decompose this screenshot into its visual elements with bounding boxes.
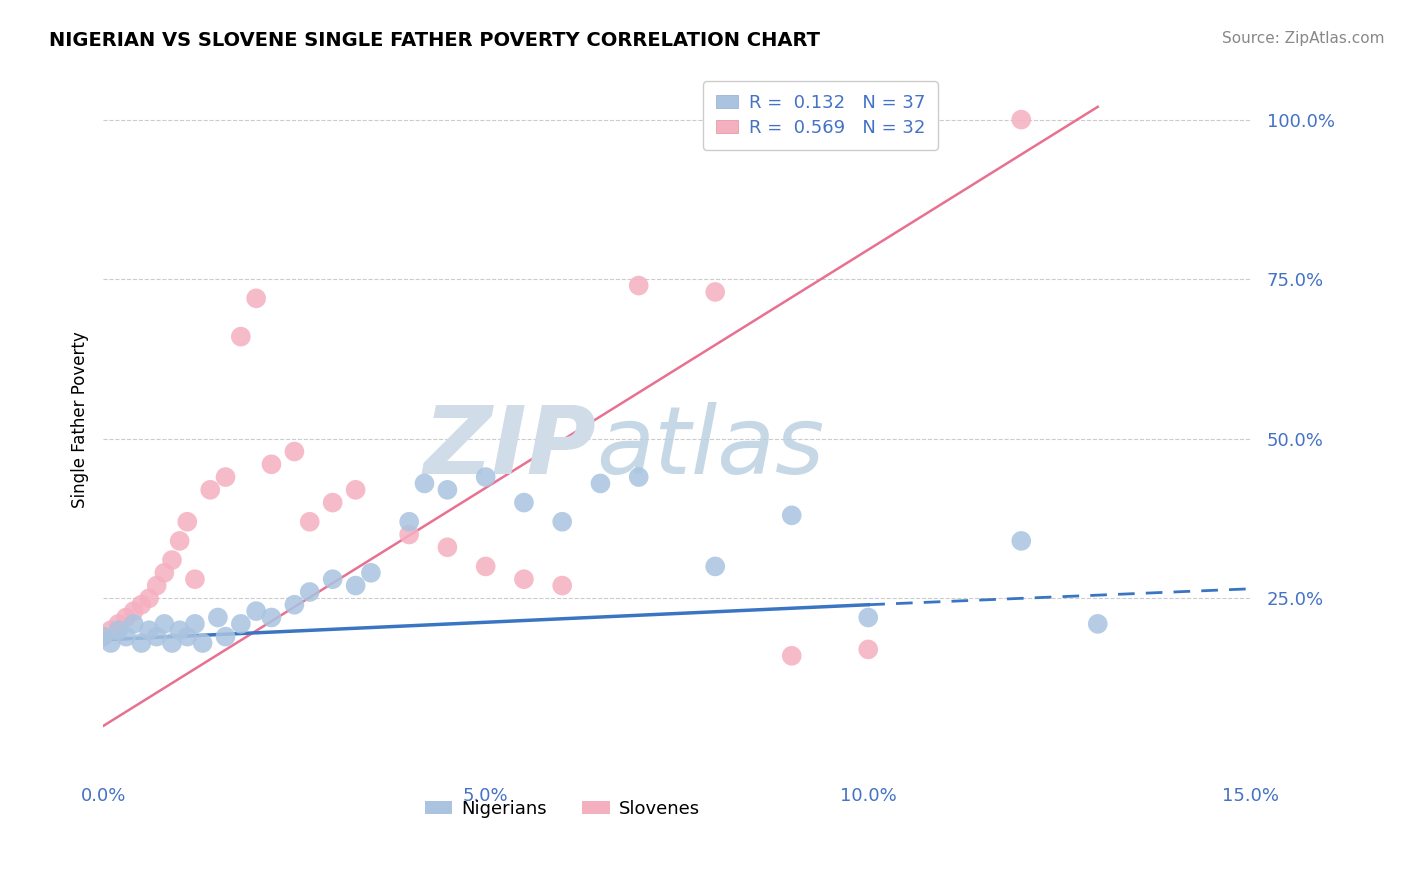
Point bbox=[704, 285, 727, 299]
Point bbox=[207, 610, 229, 624]
Point bbox=[91, 630, 114, 644]
Point bbox=[184, 616, 207, 631]
Point bbox=[398, 515, 420, 529]
Point bbox=[780, 648, 803, 663]
Point bbox=[322, 572, 344, 586]
Point bbox=[138, 624, 160, 638]
Point bbox=[780, 508, 803, 523]
Text: ZIP: ZIP bbox=[423, 401, 596, 493]
Point bbox=[200, 483, 222, 497]
Point bbox=[398, 527, 420, 541]
Point bbox=[704, 559, 727, 574]
Point bbox=[298, 515, 321, 529]
Point bbox=[100, 624, 122, 638]
Point bbox=[298, 585, 321, 599]
Point bbox=[153, 566, 176, 580]
Point bbox=[436, 541, 458, 555]
Point bbox=[1087, 616, 1109, 631]
Point bbox=[344, 578, 367, 592]
Text: Source: ZipAtlas.com: Source: ZipAtlas.com bbox=[1222, 31, 1385, 46]
Point bbox=[245, 604, 267, 618]
Point bbox=[107, 624, 129, 638]
Point bbox=[115, 610, 138, 624]
Point bbox=[474, 470, 496, 484]
Point bbox=[627, 278, 650, 293]
Point bbox=[360, 566, 382, 580]
Point bbox=[413, 476, 436, 491]
Text: NIGERIAN VS SLOVENE SINGLE FATHER POVERTY CORRELATION CHART: NIGERIAN VS SLOVENE SINGLE FATHER POVERT… bbox=[49, 31, 820, 50]
Point bbox=[260, 610, 283, 624]
Point bbox=[100, 636, 122, 650]
Point bbox=[344, 483, 367, 497]
Point bbox=[214, 630, 236, 644]
Point bbox=[1010, 533, 1032, 548]
Point bbox=[184, 572, 207, 586]
Point bbox=[115, 630, 138, 644]
Point bbox=[260, 458, 283, 472]
Point bbox=[169, 533, 191, 548]
Point bbox=[122, 604, 145, 618]
Point bbox=[229, 616, 252, 631]
Point bbox=[513, 572, 536, 586]
Point bbox=[145, 578, 167, 592]
Text: atlas: atlas bbox=[596, 402, 825, 493]
Point bbox=[131, 598, 153, 612]
Legend: Nigerians, Slovenes: Nigerians, Slovenes bbox=[418, 792, 707, 825]
Point bbox=[138, 591, 160, 606]
Point bbox=[858, 642, 880, 657]
Point bbox=[589, 476, 612, 491]
Point bbox=[214, 470, 236, 484]
Y-axis label: Single Father Poverty: Single Father Poverty bbox=[72, 331, 89, 508]
Point bbox=[858, 610, 880, 624]
Point bbox=[107, 616, 129, 631]
Point bbox=[513, 495, 536, 509]
Point bbox=[191, 636, 214, 650]
Point bbox=[551, 515, 574, 529]
Point bbox=[322, 495, 344, 509]
Point bbox=[176, 515, 198, 529]
Point bbox=[122, 616, 145, 631]
Point bbox=[551, 578, 574, 592]
Point bbox=[229, 329, 252, 343]
Point bbox=[160, 553, 183, 567]
Point bbox=[436, 483, 458, 497]
Point bbox=[153, 616, 176, 631]
Point bbox=[145, 630, 167, 644]
Point bbox=[176, 630, 198, 644]
Point bbox=[474, 559, 496, 574]
Point bbox=[160, 636, 183, 650]
Point bbox=[169, 624, 191, 638]
Point bbox=[91, 630, 114, 644]
Point bbox=[245, 291, 267, 305]
Point bbox=[283, 598, 305, 612]
Point bbox=[1010, 112, 1032, 127]
Point bbox=[627, 470, 650, 484]
Point bbox=[131, 636, 153, 650]
Point bbox=[283, 444, 305, 458]
